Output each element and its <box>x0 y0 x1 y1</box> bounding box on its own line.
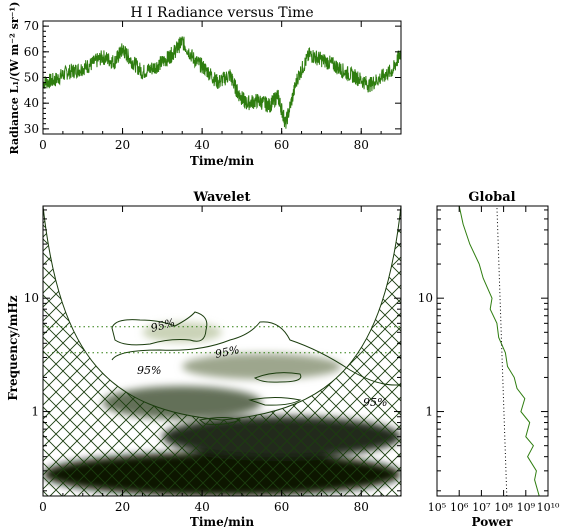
y-tick-label: 50 <box>24 71 39 85</box>
y-tick-label: 40 <box>24 96 39 110</box>
y-tick-label: 30 <box>24 122 39 136</box>
x-tick-label: 10⁵ <box>428 501 446 514</box>
cone-of-influence <box>43 206 401 496</box>
timeseries-title: H I Radiance versus Time <box>130 5 313 21</box>
timeseries-panel: H I Radiance versus Time 0 20 40 60 80 30 40 5… <box>8 2 402 168</box>
significance-contour <box>111 311 208 346</box>
x-tick-label: 80 <box>354 138 369 152</box>
y-tick-label: 10 <box>418 291 433 305</box>
significance-label: 95% <box>363 396 387 409</box>
significance-label: 95% <box>214 343 241 361</box>
x-tick-label: 20 <box>115 138 130 152</box>
timeseries-xlabel: Time/min <box>190 154 254 168</box>
global-xlabel: Power <box>472 515 514 529</box>
y-tick-label: 70 <box>24 19 39 33</box>
significance-label: 95% <box>149 316 176 335</box>
global-significance-line <box>496 206 508 496</box>
power-band <box>182 353 342 380</box>
x-tick-label: 40 <box>194 500 209 514</box>
x-tick-label: 20 <box>115 500 130 514</box>
y-tick-label: 60 <box>24 45 39 59</box>
x-tick-label: 60 <box>274 138 289 152</box>
wavelet-ylabel: Frequency/mHz <box>6 295 20 400</box>
power-band <box>142 322 223 343</box>
x-tick-label: 80 <box>354 500 369 514</box>
significance-contour <box>248 397 302 406</box>
global-panel: Global 10⁵ 10⁶ 10⁷ 10⁸ 10⁹ 10¹⁰ 1 10 Power <box>418 190 560 529</box>
global-power-line <box>458 206 540 496</box>
significance-labels: 95% 95% 95% 95% <box>137 316 387 409</box>
wavelet-title: Wavelet <box>193 190 251 205</box>
y-tick-label: 1 <box>425 405 433 419</box>
x-tick-label: 10⁶ <box>450 501 469 514</box>
y-tick-label: 1 <box>31 405 39 419</box>
x-tick-label: 0 <box>39 500 47 514</box>
significance-contour <box>253 372 302 383</box>
reference-lines <box>43 326 401 354</box>
timeseries-ylabel: Radiance L₁/(W m⁻² sr⁻¹) <box>8 2 21 155</box>
x-tick-label: 60 <box>274 500 289 514</box>
global-axes-frame <box>436 205 549 497</box>
timeseries-line <box>43 36 401 129</box>
wavelet-panel: Wavelet 95% 95% 95% 95% 0 20 40 60 80 <box>6 190 402 529</box>
x-tick-label: 40 <box>194 138 209 152</box>
x-tick-label: 10¹⁰ <box>537 501 560 514</box>
significance-label: 95% <box>137 364 161 377</box>
x-tick-label: 10⁸ <box>494 501 513 514</box>
x-tick-label: 10⁹ <box>517 501 536 514</box>
wavelet-xlabel: Time/min <box>190 515 254 529</box>
y-tick-label: 10 <box>24 291 39 305</box>
global-title: Global <box>468 190 515 205</box>
x-tick-label: 0 <box>39 138 47 152</box>
x-tick-label: 10⁷ <box>472 501 491 514</box>
